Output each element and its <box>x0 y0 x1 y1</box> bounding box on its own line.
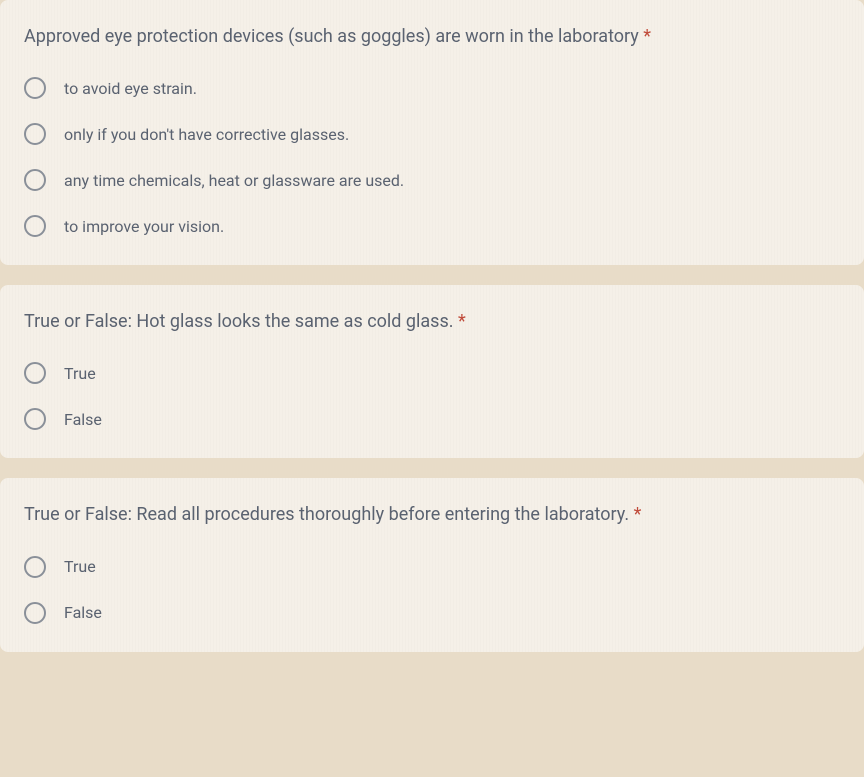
question-text-3: True or False: Read all procedures thoro… <box>24 502 840 527</box>
option-q1-4[interactable]: to improve your vision. <box>24 215 840 237</box>
radio-icon[interactable] <box>24 408 46 430</box>
radio-icon[interactable] <box>24 77 46 99</box>
option-label: True <box>64 364 96 383</box>
option-q2-false[interactable]: False <box>24 408 840 430</box>
option-label: True <box>64 557 96 576</box>
question-card-1: Approved eye protection devices (such as… <box>0 0 864 265</box>
option-label: False <box>64 603 102 622</box>
required-asterisk: * <box>643 26 651 47</box>
option-q3-false[interactable]: False <box>24 602 840 624</box>
option-q1-1[interactable]: to avoid eye strain. <box>24 77 840 99</box>
radio-icon[interactable] <box>24 169 46 191</box>
radio-icon[interactable] <box>24 123 46 145</box>
question-card-3: True or False: Read all procedures thoro… <box>0 478 864 651</box>
question-text-1: Approved eye protection devices (such as… <box>24 24 840 49</box>
radio-icon[interactable] <box>24 362 46 384</box>
radio-icon[interactable] <box>24 556 46 578</box>
option-label: to improve your vision. <box>64 217 224 236</box>
question-text-2: True or False: Hot glass looks the same … <box>24 309 840 334</box>
option-q1-3[interactable]: any time chemicals, heat or glassware ar… <box>24 169 840 191</box>
option-label: any time chemicals, heat or glassware ar… <box>64 171 404 190</box>
option-label: to avoid eye strain. <box>64 79 197 98</box>
radio-icon[interactable] <box>24 602 46 624</box>
question-label: True or False: Hot glass looks the same … <box>24 311 454 332</box>
question-label: True or False: Read all procedures thoro… <box>24 504 629 525</box>
radio-icon[interactable] <box>24 215 46 237</box>
option-q2-true[interactable]: True <box>24 362 840 384</box>
option-q3-true[interactable]: True <box>24 556 840 578</box>
option-label: False <box>64 410 102 429</box>
question-card-2: True or False: Hot glass looks the same … <box>0 285 864 458</box>
required-asterisk: * <box>634 504 642 525</box>
question-label: Approved eye protection devices (such as… <box>24 26 639 47</box>
option-q1-2[interactable]: only if you don't have corrective glasse… <box>24 123 840 145</box>
option-label: only if you don't have corrective glasse… <box>64 125 349 144</box>
required-asterisk: * <box>458 311 466 332</box>
